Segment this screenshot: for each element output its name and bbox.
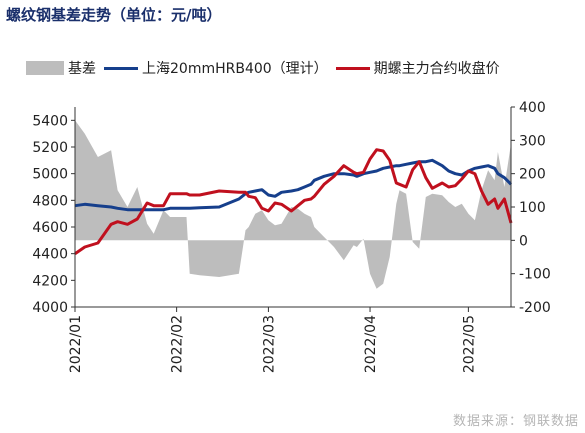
right-tick-label: 0: [519, 233, 528, 249]
x-tick-label: 2022/02: [170, 315, 186, 373]
left-tick-label: 4800: [32, 193, 68, 209]
right-tick-label: 200: [519, 167, 546, 183]
legend: 基差 上海20mmHRB400（理计） 期螺主力合约收盘价: [26, 58, 508, 78]
x-tick-label: 2022/03: [261, 315, 277, 373]
left-tick-label: 4200: [32, 273, 68, 289]
chart-title: 螺纹钢基差走势（单位：元/吨）: [6, 6, 222, 24]
left-tick-label: 4600: [32, 220, 68, 236]
left-tick-label: 4400: [32, 247, 68, 263]
data-source-note: 数据来源：钢联数据: [452, 414, 579, 429]
legend-swatch-shanghai: [104, 66, 138, 70]
right-tick-label: 300: [519, 133, 546, 149]
right-tick-label: -200: [519, 300, 551, 316]
x-tick-label: 2022/01: [68, 315, 84, 373]
left-tick-label: 5400: [32, 113, 68, 129]
basis-area: [75, 120, 511, 289]
futures-price-line: [74, 148, 513, 255]
legend-label-futures: 期螺主力合约收盘价: [373, 61, 500, 77]
x-tick-label: 2022/05: [461, 315, 477, 373]
shanghai-price-line: [74, 158, 513, 212]
legend-label-basis: 基差: [68, 61, 96, 77]
left-tick-label: 5000: [32, 167, 68, 183]
left-tick-label: 4000: [32, 300, 68, 316]
left-tick-label: 5200: [32, 140, 68, 156]
legend-item-futures: 期螺主力合约收盘价: [335, 58, 500, 78]
x-tick-label: 2022/04: [363, 315, 379, 373]
legend-label-shanghai: 上海20mmHRB400（理计）: [142, 61, 328, 77]
right-tick-label: 400: [519, 100, 546, 116]
right-tick-label: 100: [519, 200, 546, 216]
legend-swatch-basis: [26, 61, 64, 75]
legend-item-shanghai: 上海20mmHRB400（理计）: [104, 58, 328, 78]
legend-item-basis: 基差: [26, 58, 96, 78]
legend-swatch-futures: [335, 66, 370, 70]
right-tick-label: -100: [519, 267, 551, 283]
